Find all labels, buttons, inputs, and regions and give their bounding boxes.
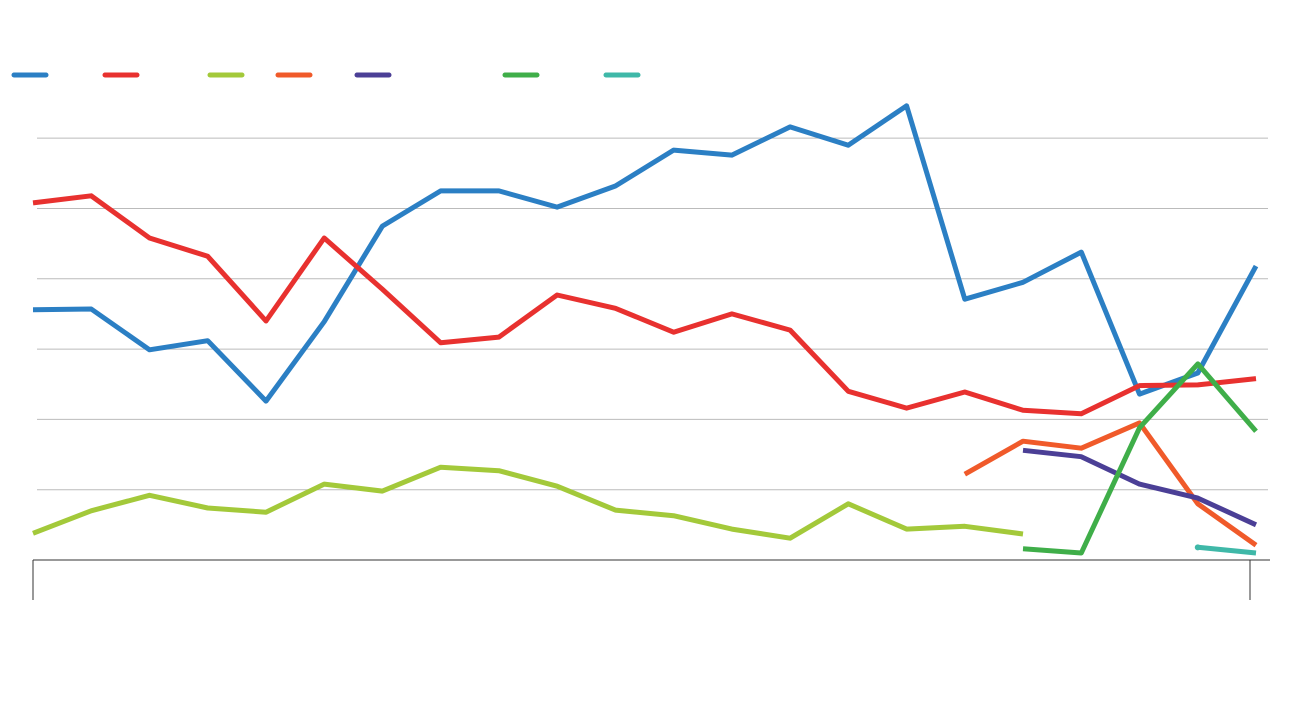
series-line: [32, 193, 1257, 417]
series-start-dot: [1194, 544, 1201, 551]
series-line: [1022, 361, 1258, 556]
series-line: [32, 103, 1259, 404]
series-line: [1022, 447, 1258, 528]
series-line: [32, 464, 1024, 541]
series-line: [963, 420, 1258, 548]
series-line: [1197, 544, 1257, 556]
